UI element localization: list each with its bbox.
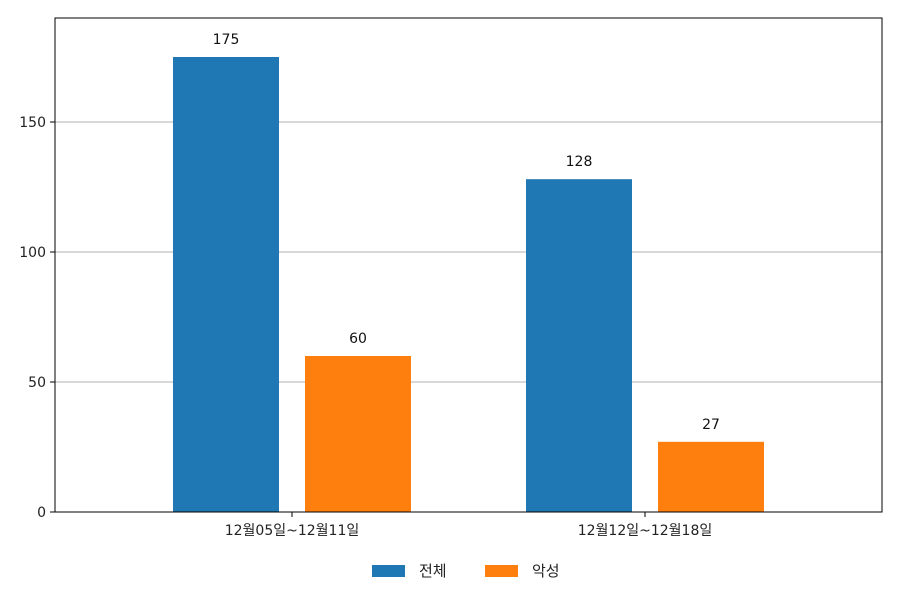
y-tick-label: 100 (19, 245, 46, 261)
data-label: 128 (566, 154, 593, 170)
bar (305, 356, 411, 512)
x-tick-label: 12월05일~12월11일 (225, 523, 360, 539)
y-axis: 0 50 100 150 (19, 115, 55, 521)
x-tick-label: 12월12일~12월18일 (578, 523, 713, 539)
data-labels: 175 60 128 27 (213, 32, 720, 433)
legend-label: 악성 (532, 562, 560, 580)
legend-swatch (485, 565, 518, 577)
data-label: 175 (213, 32, 240, 48)
y-tick-label: 50 (28, 375, 46, 391)
bar (658, 441, 764, 512)
legend-swatch (372, 565, 405, 577)
legend: 전체 악성 (372, 562, 560, 580)
bar (526, 179, 632, 512)
bars (173, 57, 764, 512)
y-tick-label: 0 (37, 505, 46, 521)
y-tick-label: 150 (19, 115, 46, 131)
data-label: 60 (349, 331, 367, 347)
x-axis: 12월05일~12월11일 12월12일~12월18일 (225, 512, 713, 539)
bar (173, 57, 279, 512)
data-label: 27 (702, 417, 720, 433)
plot-frame (54, 17, 883, 513)
legend-label: 전체 (419, 562, 447, 580)
